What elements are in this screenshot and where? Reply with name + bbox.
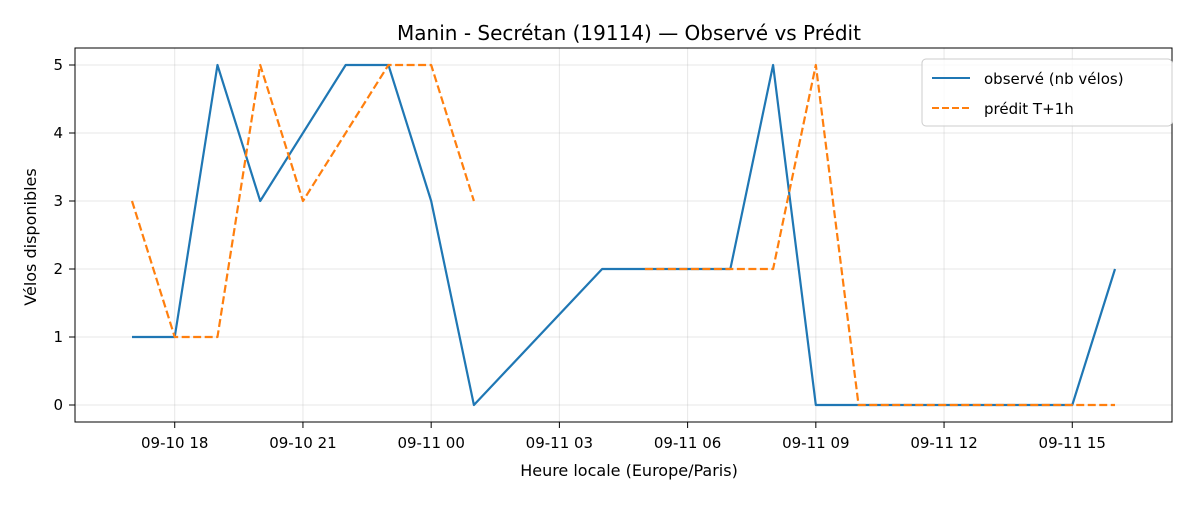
y-tick-label: 0: [53, 396, 63, 414]
predicted-series-line: [644, 63, 1116, 407]
observed-series-line: [131, 63, 1117, 407]
legend-label-predicted: prédit T+1h: [984, 100, 1074, 118]
x-axis-ticks: 09-10 18 09-10 21 09-11 00 09-11 03 09-11 06…: [141, 422, 1106, 452]
y-tick-label: 4: [53, 124, 63, 142]
x-tick-label: 09-11 00: [397, 434, 464, 452]
legend: observé (nb vélos) prédit T+1h: [921, 58, 1173, 127]
x-tick-label: 09-11 03: [526, 434, 593, 452]
y-tick-label: 3: [53, 192, 63, 210]
chart-title: Manin - Secrétan (19114) — Observé vs Pr…: [397, 21, 861, 45]
y-axis-label: Vélos disponibles: [21, 168, 40, 305]
plot-frame: [74, 47, 1173, 423]
series-lines: [130, 63, 1117, 407]
x-axis-label: Heure locale (Europe/Paris): [520, 461, 738, 480]
legend-label-observed: observé (nb vélos): [984, 70, 1124, 88]
x-tick-label: 09-11 15: [1039, 434, 1106, 452]
y-tick-label: 5: [53, 56, 63, 74]
predicted-series-line: [130, 63, 475, 339]
y-tick-label: 1: [53, 328, 63, 346]
y-axis-ticks: 0 1 2 3 4 5: [53, 56, 75, 414]
x-tick-label: 09-11 12: [910, 434, 977, 452]
x-tick-label: 09-11 09: [782, 434, 849, 452]
y-tick-label: 2: [53, 260, 63, 278]
legend-box: [921, 58, 1173, 127]
x-tick-label: 09-10 18: [141, 434, 208, 452]
x-tick-label: 09-11 06: [654, 434, 721, 452]
x-tick-label: 09-10 21: [269, 434, 336, 452]
